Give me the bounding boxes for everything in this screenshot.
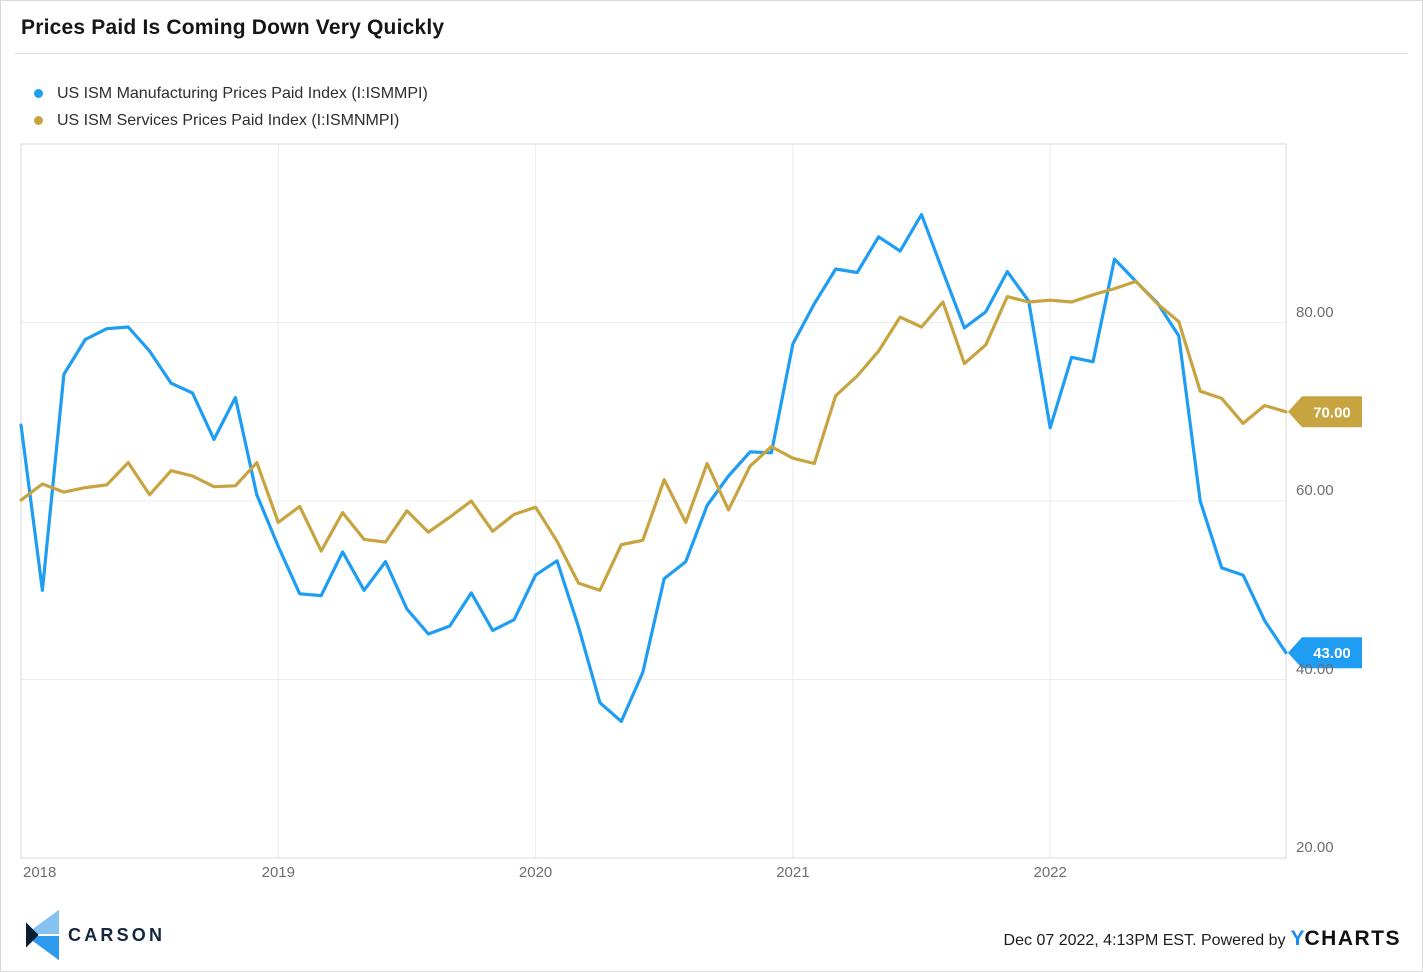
ycharts-logo[interactable]: YCHARTS: [1290, 927, 1401, 951]
chart-legend: US ISM Manufacturing Prices Paid Index (…: [34, 80, 428, 134]
legend-dot-icon: [34, 116, 43, 125]
legend-label: US ISM Services Prices Paid Index (I:ISM…: [57, 111, 400, 129]
x-tick-label: 2022: [1033, 864, 1067, 881]
page-title: Prices Paid Is Coming Down Very Quickly: [21, 16, 445, 39]
x-tick-label: 2018: [23, 864, 57, 881]
ycharts-logo-charts: CHARTS: [1304, 927, 1401, 950]
carson-logo[interactable]: CARSON: [26, 909, 165, 961]
manufacturing-series-line: [19, 212, 1288, 724]
carson-logo-mark-icon: [26, 909, 59, 961]
manufacturing-end-value-label: 43.00: [1313, 645, 1351, 662]
services-series-line: [19, 279, 1288, 592]
x-tick-label: 2020: [518, 864, 553, 881]
y-tick-label: 20.00: [1296, 839, 1334, 856]
timestamp-text: Dec 07 2022, 4:13PM EST. Powered by: [1003, 932, 1286, 949]
legend-dot-icon: [34, 89, 43, 98]
legend-item-services[interactable]: US ISM Services Prices Paid Index (I:ISM…: [34, 107, 428, 134]
footer-attribution: Dec 07 2022, 4:13PM EST. Powered by YCHA…: [1004, 927, 1401, 951]
plot-area[interactable]: [21, 144, 1286, 858]
y-tick-label: 60.00: [1296, 482, 1334, 499]
carson-logo-text: CARSON: [68, 924, 166, 945]
legend-item-manufacturing[interactable]: US ISM Manufacturing Prices Paid Index (…: [34, 80, 428, 107]
ycharts-logo-y: Y: [1290, 927, 1305, 950]
legend-label: US ISM Manufacturing Prices Paid Index (…: [57, 84, 428, 102]
services-end-value-label: 70.00: [1313, 404, 1351, 421]
manufacturing-end-value-tag: [1288, 637, 1362, 669]
y-tick-label: 80.00: [1296, 303, 1334, 321]
y-tick-label: 40.00: [1296, 660, 1334, 678]
title-divider: [15, 53, 1408, 54]
services-end-value-tag: [1288, 396, 1362, 428]
x-tick-label: 2021: [776, 864, 810, 881]
x-tick-label: 2019: [261, 864, 295, 881]
